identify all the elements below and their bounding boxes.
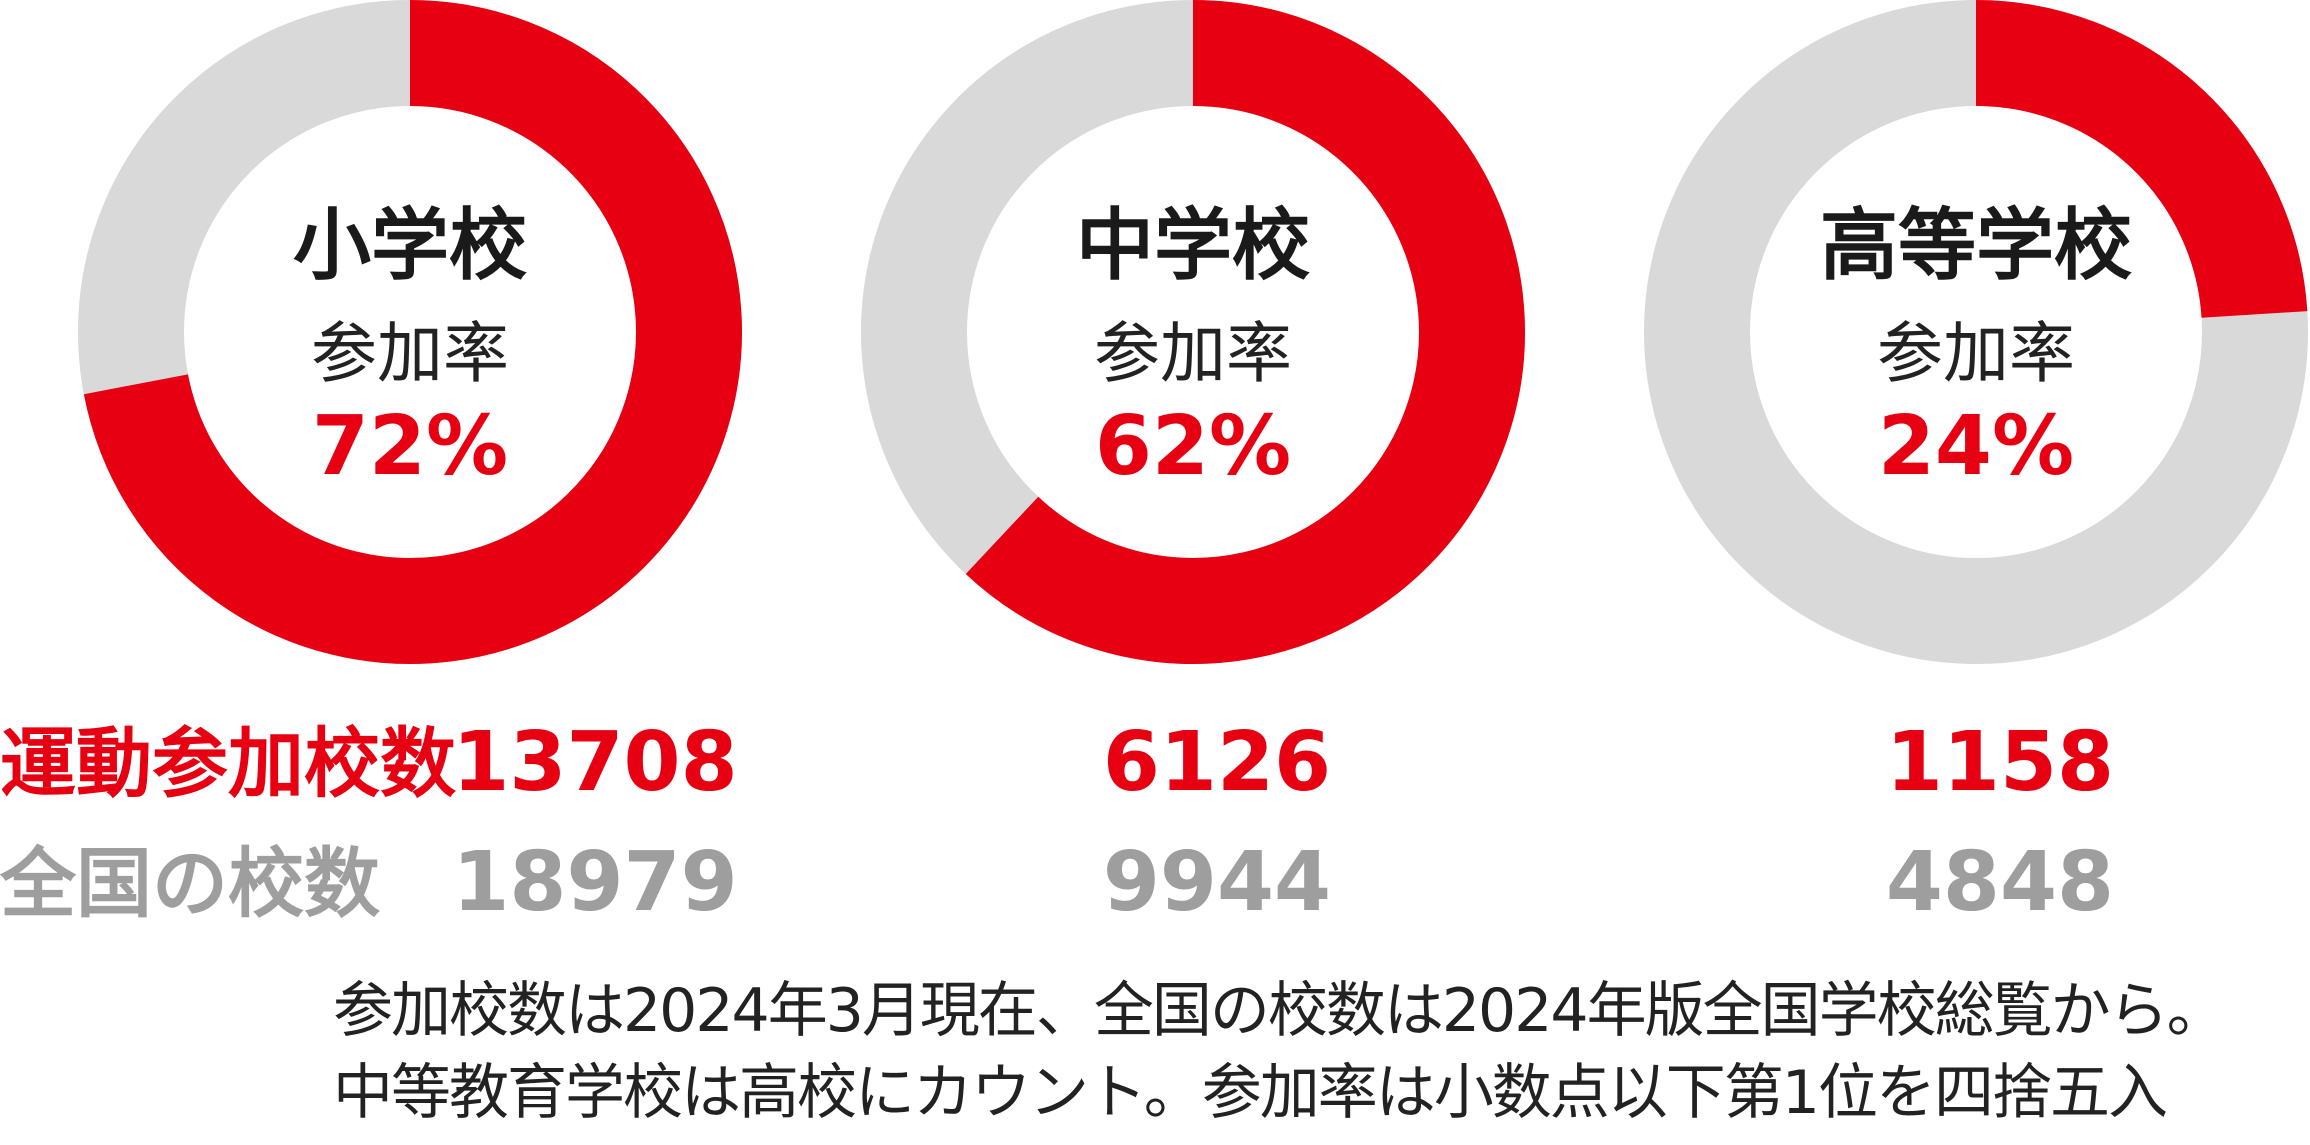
donut-value-arc: [1975, 0, 2308, 319]
row-label-participating: 運動参加校数: [0, 719, 456, 808]
footnote-line-1: 参加校数は2024年3月現在、全国の校数は2024年版全国学校総覧から。: [333, 976, 2227, 1046]
total-count-1: 18979: [452, 835, 737, 930]
footnote: 参加校数は2024年3月現在、全国の校数は2024年版全国学校総覧から。 中等教…: [333, 970, 2293, 1134]
donut-title: 小学校: [293, 201, 527, 291]
total-count-2: 9944: [1103, 835, 1331, 930]
participating-count-2: 6126: [1103, 715, 1331, 810]
total-count-3: 4848: [1886, 835, 2114, 930]
count-values: 13708 18979 6126 9944 1158 4848: [452, 715, 2114, 930]
donut-rate-label: 参加率: [1094, 315, 1292, 392]
participating-count-3: 1158: [1886, 715, 2114, 810]
donut-rate-label: 参加率: [1877, 315, 2075, 392]
donut-percent: 72%: [312, 399, 508, 494]
donut-percent: 24%: [1878, 399, 2074, 494]
donut-value-arc: [83, 0, 742, 664]
donut-title: 中学校: [1076, 201, 1310, 291]
donut-rate-label: 参加率: [311, 315, 509, 392]
donut-title: 高等学校: [1820, 201, 2132, 291]
donut-value-arc: [965, 0, 1525, 664]
footnote-line-2: 中等教育学校は高校にカウント。参加率は小数点以下第1位を四捨五入: [333, 1058, 2168, 1128]
row-label-total: 全国の校数: [0, 839, 380, 928]
participating-count-1: 13708: [452, 715, 737, 810]
donut-percent: 62%: [1095, 399, 1291, 494]
